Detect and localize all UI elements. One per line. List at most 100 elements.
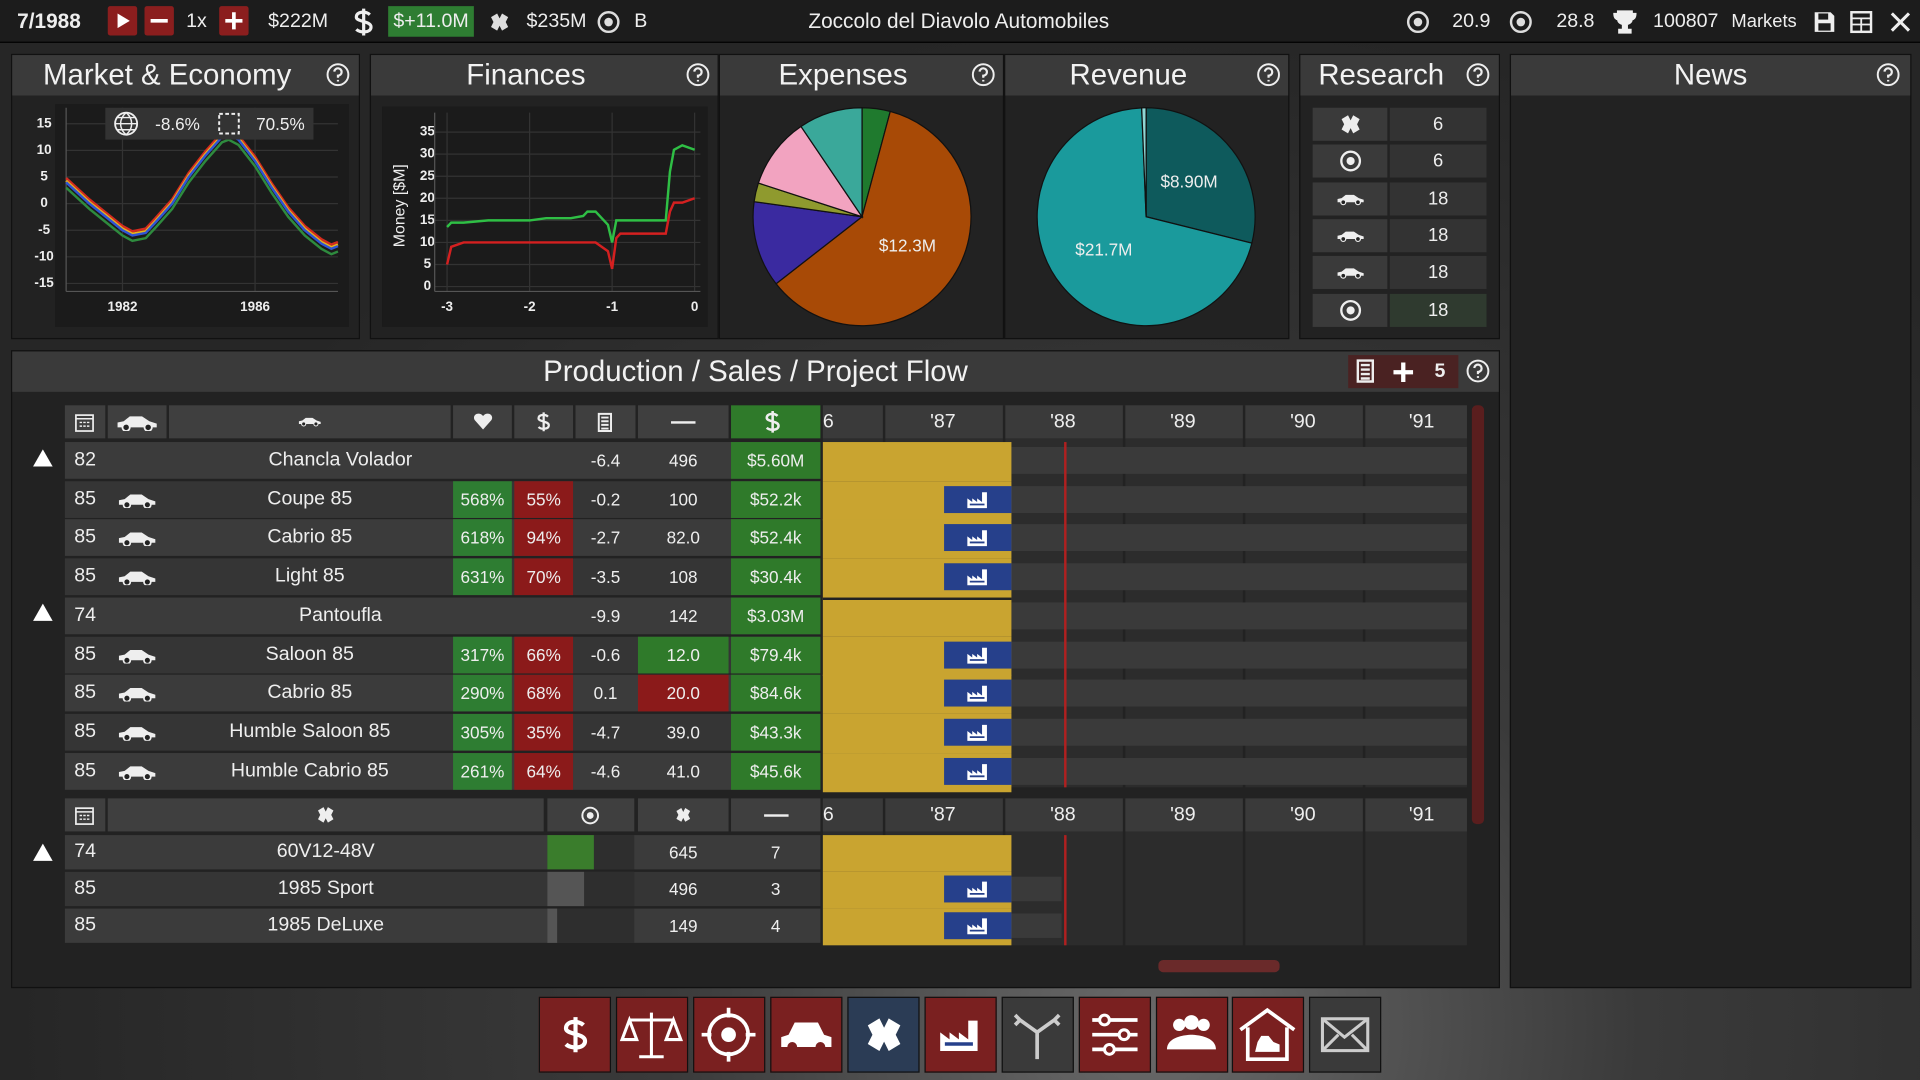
model-value: -6.4 xyxy=(590,450,621,471)
timeline-year: '87 xyxy=(930,410,956,432)
icon-part xyxy=(1092,1018,1138,1052)
y-tick-label: 25 xyxy=(420,168,435,183)
panel-title: Production / Sales / Project Flow xyxy=(12,351,1499,392)
x-tick-label: 1986 xyxy=(240,299,270,314)
factory-tool[interactable] xyxy=(924,996,997,1073)
model-year: 85 xyxy=(74,488,96,510)
play-button[interactable] xyxy=(107,6,138,36)
dealer-tool[interactable] xyxy=(1231,996,1305,1073)
model-popularity: 631% xyxy=(453,558,512,596)
research-icon xyxy=(1336,187,1365,210)
y-tick-label: 20 xyxy=(420,190,435,205)
market-share: 70.5% xyxy=(256,113,305,134)
icon-part xyxy=(1173,1018,1186,1032)
research-icon xyxy=(1336,113,1365,136)
close-button[interactable] xyxy=(1888,10,1912,34)
timeline-divider xyxy=(1242,798,1246,946)
engine-value: 7 xyxy=(770,842,781,863)
chart-area xyxy=(382,106,708,327)
balance-tool[interactable] xyxy=(615,996,689,1073)
model-name: Cabrio 85 xyxy=(267,527,353,548)
model-value: -4.7 xyxy=(590,722,621,742)
gauge-icon-shape xyxy=(582,808,598,824)
car-icon-shape xyxy=(119,766,155,780)
markets-button[interactable]: Markets xyxy=(1731,11,1797,32)
model-value: -0.6 xyxy=(590,644,621,665)
model-name: Humble Cabrio 85 xyxy=(230,759,389,781)
y-tick-label: 10 xyxy=(420,234,435,249)
research-icon xyxy=(1336,261,1365,284)
model-year: 85 xyxy=(74,527,96,548)
icon-part xyxy=(815,1042,826,1052)
add-button[interactable] xyxy=(1389,358,1418,387)
timeline-year: '91 xyxy=(1408,803,1435,825)
calendar-icon xyxy=(75,413,95,433)
icon-part xyxy=(1184,1015,1199,1030)
model-popularity: 290% xyxy=(453,674,512,712)
panel-title: Expenses xyxy=(720,55,1003,96)
model-value: -0.2 xyxy=(590,489,621,510)
logistics-tool[interactable] xyxy=(1001,996,1074,1073)
factory-icon xyxy=(965,566,992,588)
faster-button[interactable] xyxy=(219,6,249,36)
timeline-divider xyxy=(1362,405,1366,788)
staff-tool[interactable] xyxy=(1155,996,1229,1073)
save-button[interactable] xyxy=(1812,10,1836,34)
image-rating: 20.9 xyxy=(1452,10,1491,32)
finance-tool[interactable] xyxy=(538,996,612,1073)
speed: 1x xyxy=(186,10,207,32)
scrollbar[interactable] xyxy=(1158,960,1280,973)
icon-part xyxy=(1851,17,1872,32)
price-icon-shape xyxy=(767,411,779,433)
icon-part xyxy=(787,1042,798,1052)
scrollbar[interactable] xyxy=(1471,405,1485,825)
factory-icon-shape xyxy=(967,725,987,741)
engine-bar xyxy=(547,835,594,870)
collapse-arrow[interactable] xyxy=(29,840,56,864)
gauge-icon xyxy=(580,806,600,826)
quality-rating: 28.8 xyxy=(1556,10,1595,32)
research-tool[interactable] xyxy=(693,996,766,1073)
production-bar xyxy=(822,835,1012,872)
model-margin: 55% xyxy=(514,480,574,518)
research-icon xyxy=(1336,298,1365,321)
heart-icon xyxy=(473,411,494,431)
y-tick-label: -10 xyxy=(34,248,53,263)
collapse-arrow[interactable] xyxy=(29,600,56,624)
timeline-year: '88 xyxy=(1050,803,1076,825)
slower-button[interactable] xyxy=(144,6,174,36)
timeline-track xyxy=(1011,913,1062,938)
model-popularity: 568% xyxy=(453,480,512,518)
model-name: Chancla Volador xyxy=(268,449,413,471)
settings-tool[interactable] xyxy=(1078,996,1152,1073)
icon-part xyxy=(1613,10,1637,34)
research-level: 6 xyxy=(1389,144,1487,178)
y-tick-label: 5 xyxy=(424,256,432,271)
model-name: Coupe 85 xyxy=(267,488,353,510)
engine-value: 3 xyxy=(770,879,781,899)
pie-slice xyxy=(757,125,864,218)
factory-icon xyxy=(965,915,992,937)
model-name: Humble Saloon 85 xyxy=(229,721,391,742)
factory-icon-shape xyxy=(967,570,987,586)
engine-tool[interactable] xyxy=(847,996,920,1073)
model-margin: 70% xyxy=(514,558,574,596)
mail-tool[interactable] xyxy=(1308,996,1382,1073)
engine-name: 1985 DeLuxe xyxy=(267,914,384,936)
pie-slice xyxy=(800,107,863,219)
date: 7/1988 xyxy=(17,9,81,33)
collapse-arrow[interactable] xyxy=(29,446,56,470)
timeline-track xyxy=(1011,602,1467,630)
car-tool[interactable] xyxy=(770,996,843,1073)
model-year: 82 xyxy=(74,449,96,471)
model-value: 100 xyxy=(668,489,698,510)
icon-part xyxy=(33,449,53,467)
factory-icon xyxy=(965,682,992,704)
icon-part xyxy=(1098,1013,1111,1027)
research-level: 18 xyxy=(1389,293,1487,327)
timeline-track xyxy=(1011,718,1467,746)
menu-button[interactable] xyxy=(1849,10,1873,34)
panel-title: Finances xyxy=(371,55,718,96)
